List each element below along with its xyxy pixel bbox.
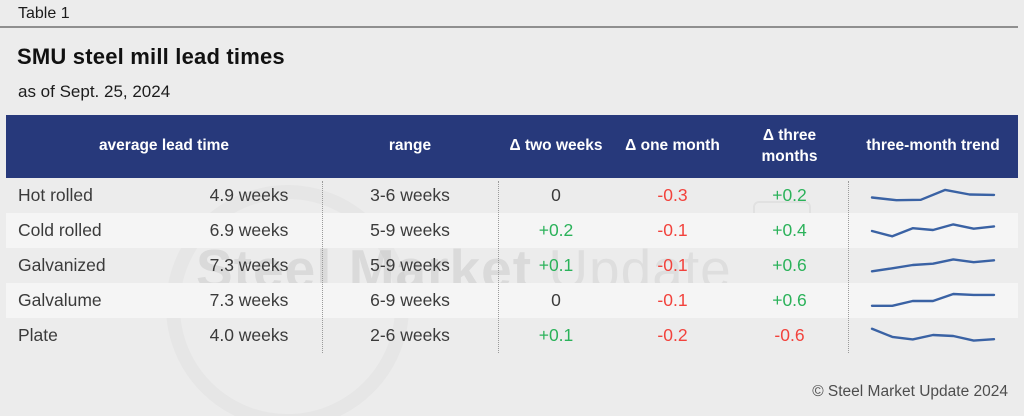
- trend-cell: [848, 324, 1018, 348]
- delta-one-month-value: -0.1: [657, 220, 688, 240]
- as-of-date: as of Sept. 25, 2024: [18, 82, 171, 101]
- column-separator: [322, 181, 323, 353]
- column-header-delta-two-weeks: Δ two weeks: [509, 137, 603, 155]
- column-header-delta-three-months: Δ three months: [761, 126, 818, 165]
- delta-three-months-value: +0.6: [772, 290, 807, 310]
- lead-times-table: Steel Market Update CRU average lead tim…: [6, 115, 1018, 355]
- table-body: Hot rolled 4.9 weeks 3-6 weeks 0 -0.3 +0.2 Col…: [6, 178, 1018, 353]
- page-title: SMU steel mill lead times: [17, 44, 285, 69]
- range-value: 2-6 weeks: [370, 325, 450, 345]
- table-kicker: Table 1: [18, 5, 70, 22]
- table-row: Galvanized 7.3 weeks 5-9 weeks +0.1 -0.1 +0.6: [6, 248, 1018, 283]
- average-lead-time-value: 4.0 weeks: [209, 325, 289, 345]
- delta-two-weeks-value: 0: [551, 290, 561, 310]
- delta-one-month-value: -0.1: [657, 290, 688, 310]
- column-header-delta-one-month: Δ one month: [625, 137, 720, 155]
- table-row: Plate 4.0 weeks 2-6 weeks +0.1 -0.2 -0.6: [6, 318, 1018, 353]
- trend-sparkline: [870, 222, 996, 237]
- table-row: Galvalume 7.3 weeks 6-9 weeks 0 -0.1 +0.6: [6, 283, 1018, 318]
- trend-cell: [848, 184, 1018, 208]
- delta-three-months-value: +0.6: [772, 255, 807, 275]
- column-separator: [498, 181, 499, 353]
- product-name: Cold rolled: [18, 220, 102, 240]
- range-value: 3-6 weeks: [370, 185, 450, 205]
- table-header-row: average lead time range Δ two weeks Δ on…: [6, 115, 1018, 178]
- range-value: 5-9 weeks: [370, 255, 450, 275]
- average-lead-time-value: 7.3 weeks: [209, 290, 289, 310]
- product-name: Galvalume: [18, 290, 102, 310]
- delta-two-weeks-value: +0.2: [538, 220, 574, 240]
- delta-one-month-value: -0.3: [657, 185, 688, 205]
- trend-sparkline: [870, 327, 996, 342]
- column-header-three-month-trend: three-month trend: [866, 137, 1000, 155]
- column-header-average-lead-time: average lead time: [98, 137, 230, 155]
- product-name: Plate: [18, 325, 58, 345]
- product-name: Galvanized: [18, 255, 106, 275]
- delta-two-weeks-value: +0.1: [538, 325, 574, 345]
- average-lead-time-value: 7.3 weeks: [209, 255, 289, 275]
- table-row: Cold rolled 6.9 weeks 5-9 weeks +0.2 -0.1 +0.…: [6, 213, 1018, 248]
- average-lead-time-value: 6.9 weeks: [209, 220, 289, 240]
- trend-cell: [848, 289, 1018, 313]
- delta-three-months-value: +0.2: [772, 185, 807, 205]
- delta-three-months-value: -0.6: [774, 325, 805, 345]
- delta-three-months-value: +0.4: [772, 220, 807, 240]
- product-name: Hot rolled: [18, 185, 93, 205]
- trend-sparkline: [870, 257, 996, 272]
- column-separator: [848, 181, 849, 353]
- trend-sparkline: [870, 188, 996, 201]
- delta-two-weeks-value: +0.1: [538, 255, 574, 275]
- trend-cell: [848, 254, 1018, 278]
- column-header-range: range: [388, 137, 432, 155]
- delta-two-weeks-value: 0: [551, 185, 561, 205]
- delta-one-month-value: -0.1: [657, 255, 688, 275]
- range-value: 6-9 weeks: [370, 290, 450, 310]
- range-value: 5-9 weeks: [370, 220, 450, 240]
- copyright: © Steel Market Update 2024: [812, 383, 1008, 400]
- trend-sparkline: [870, 292, 996, 307]
- trend-cell: [848, 219, 1018, 243]
- table-row: Hot rolled 4.9 weeks 3-6 weeks 0 -0.3 +0.2: [6, 178, 1018, 213]
- delta-one-month-value: -0.2: [657, 325, 688, 345]
- divider-rule: [0, 26, 1018, 28]
- average-lead-time-value: 4.9 weeks: [209, 185, 289, 205]
